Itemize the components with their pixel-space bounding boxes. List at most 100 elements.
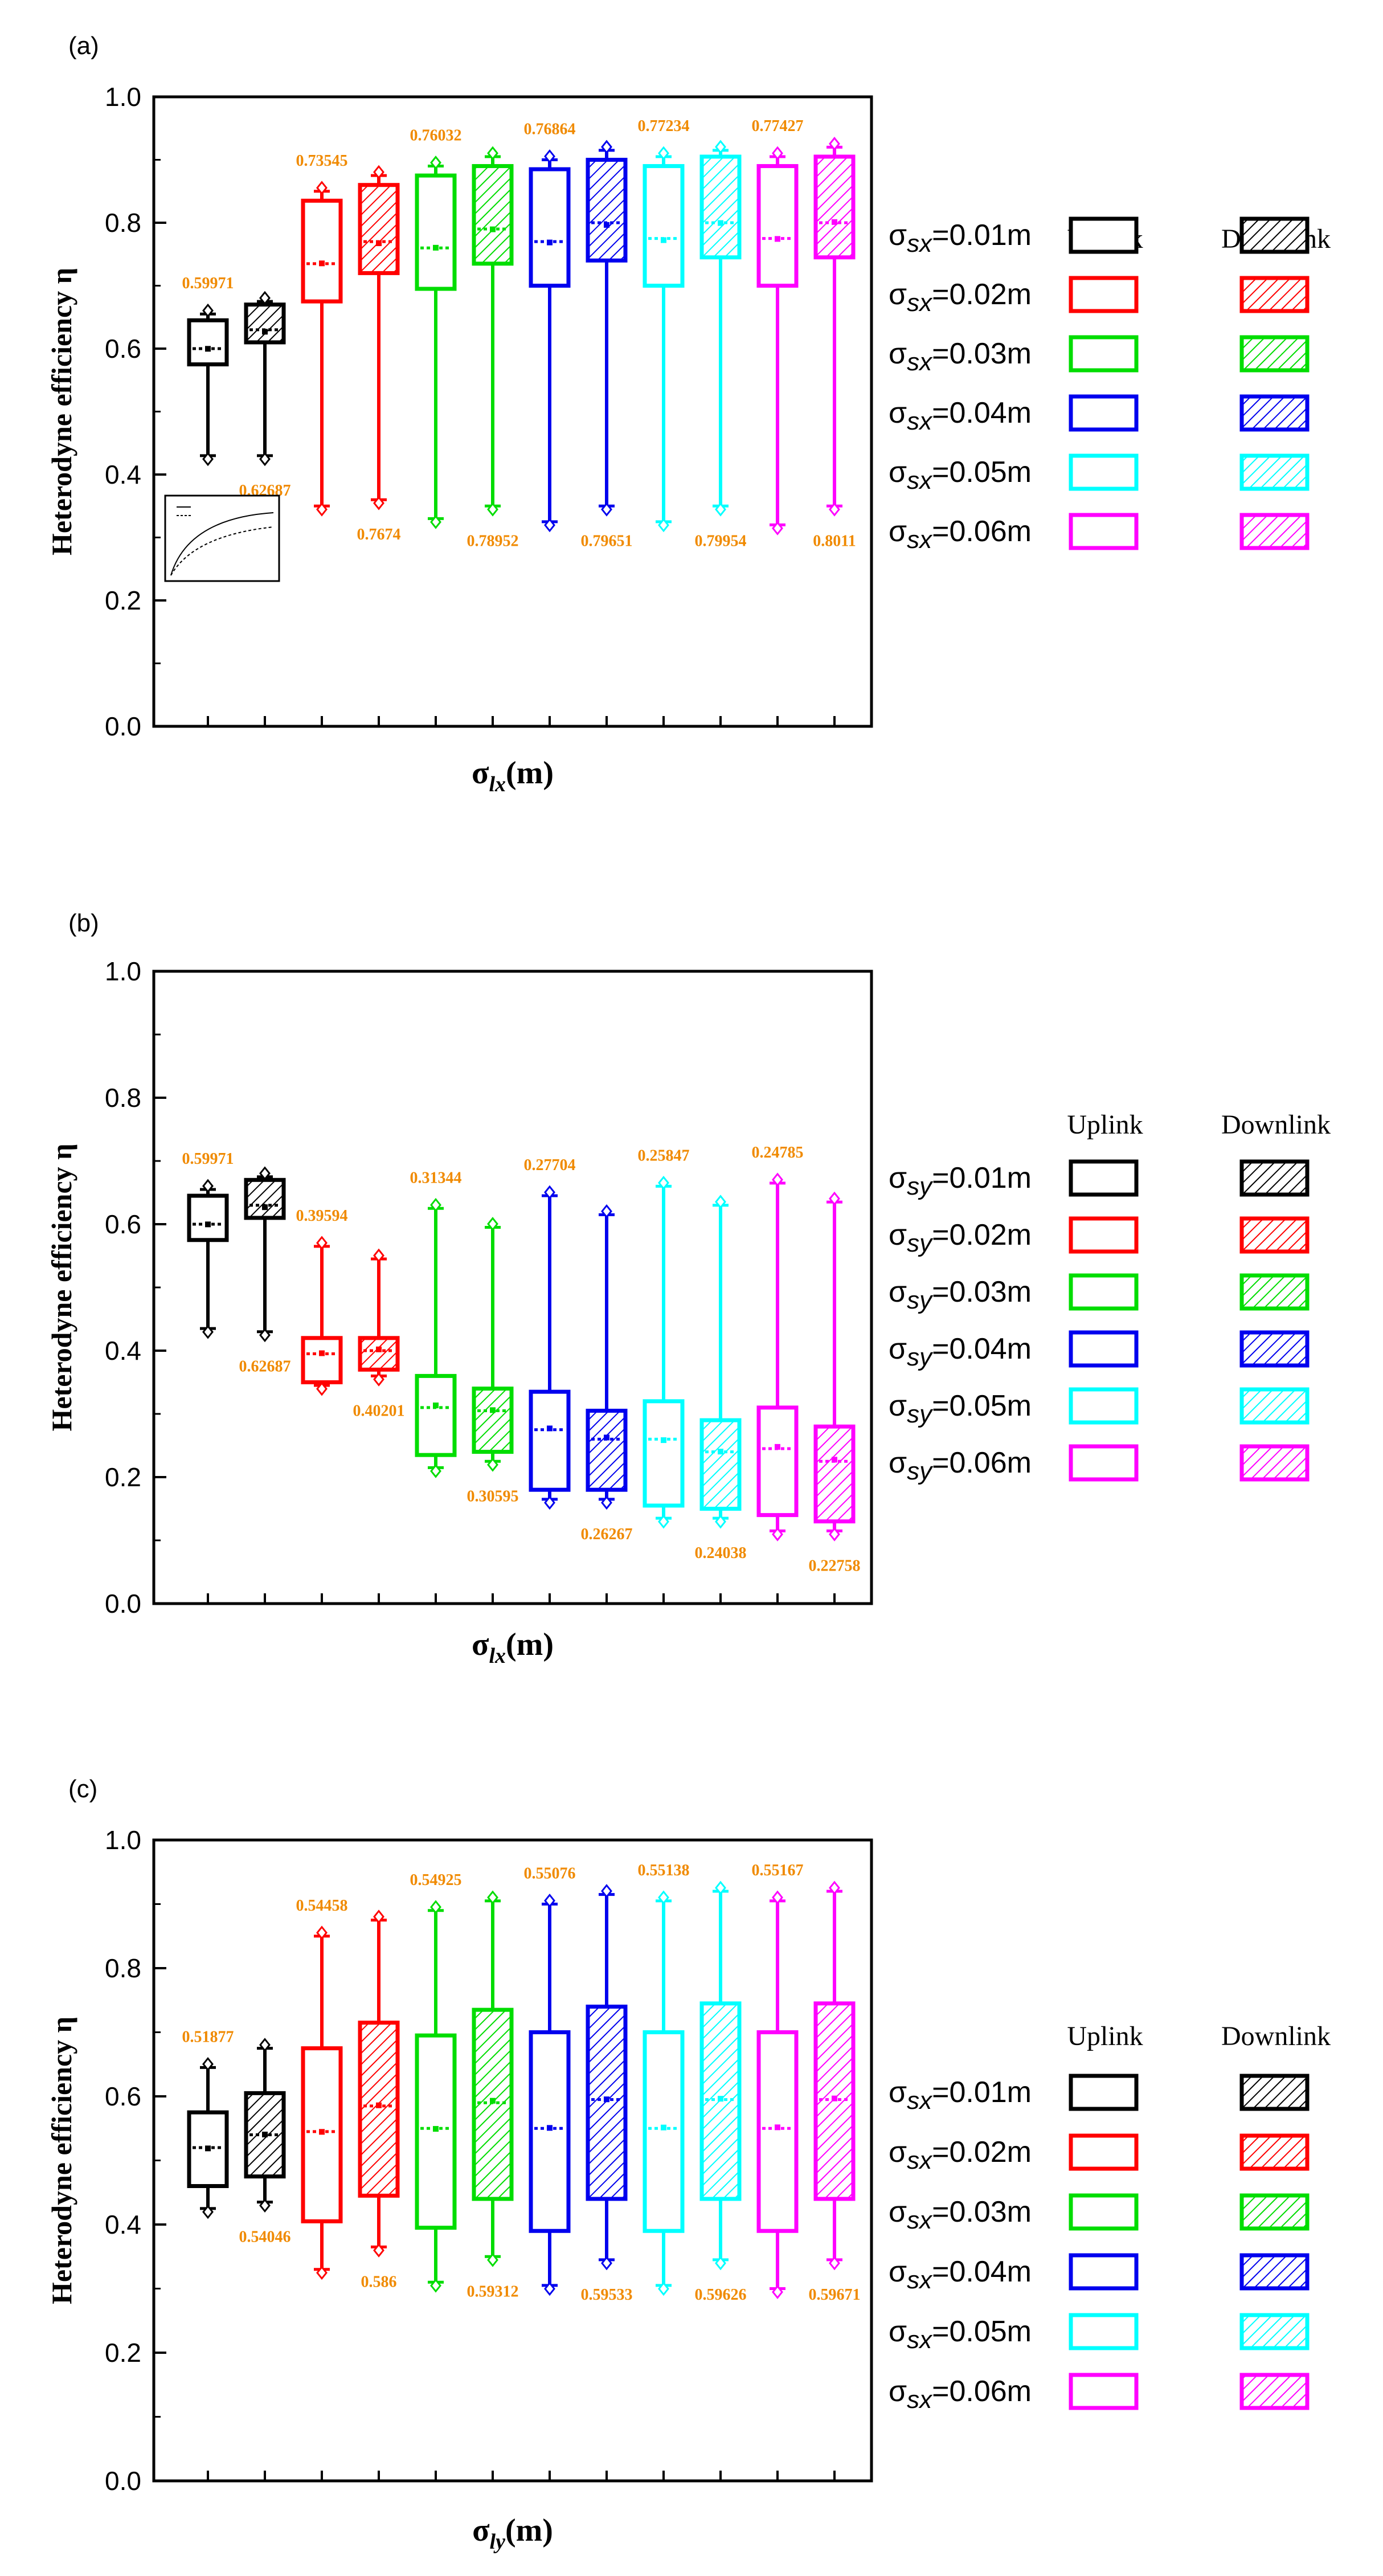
y-tick-label: 0.4 <box>105 460 141 489</box>
legend-row-1: σsy=0.02m <box>889 1216 1310 1257</box>
mean-value-label: 0.24785 <box>752 1144 804 1162</box>
extreme-marker <box>487 1457 498 1472</box>
mean-marker <box>205 1221 211 1228</box>
extreme-marker <box>544 1185 555 1200</box>
box-4: 0.31344 <box>410 1169 462 1478</box>
mean-marker <box>433 1403 439 1409</box>
extreme-marker <box>316 502 328 517</box>
mean-value-label: 0.76032 <box>410 127 462 145</box>
box-2: 0.73545 <box>296 152 348 517</box>
mean-value-label: 0.77234 <box>638 117 690 135</box>
mean-marker <box>718 1449 723 1455</box>
extreme-marker <box>772 1890 783 1905</box>
mean-marker <box>205 346 211 352</box>
legend-label: σsy=0.05m <box>889 1389 1032 1428</box>
legend-label: σsy=0.04m <box>889 1332 1032 1371</box>
extreme-marker <box>544 518 555 533</box>
mean-value-label: 0.59312 <box>467 2283 519 2300</box>
y-tick-label: 0.2 <box>105 2338 141 2368</box>
extreme-marker <box>316 1381 328 1396</box>
legend-swatch-uplink <box>1069 1387 1139 1425</box>
mean-marker <box>775 236 780 242</box>
mean-value-label: 0.59671 <box>809 2286 861 2304</box>
legend-row-2: σsx=0.03m <box>889 335 1310 376</box>
extreme-marker <box>601 1884 612 1899</box>
legend-row-3: σsx=0.04m <box>889 2253 1310 2294</box>
mean-value-label: 0.25847 <box>638 1147 690 1164</box>
extreme-marker <box>316 181 328 195</box>
mean-value-label: 0.31344 <box>410 1169 462 1187</box>
extreme-marker <box>829 136 840 151</box>
legend-row-4: σsx=0.05m <box>889 453 1310 494</box>
mean-marker <box>205 2145 211 2152</box>
panel-label: (b) <box>68 909 99 937</box>
box-body <box>643 164 685 288</box>
box-1: 0.62687 <box>239 1166 291 1376</box>
y-tick-label: 0.6 <box>105 2082 141 2111</box>
y-axis-label: Heterodyne efficiency η <box>46 1143 77 1431</box>
box-4: 0.76032 <box>410 127 462 529</box>
legend-swatch-downlink <box>1239 2253 1310 2291</box>
mean-value-label: 0.55167 <box>752 1862 804 1879</box>
legend-row-0: σsx=0.01m <box>889 216 1310 257</box>
extreme-marker <box>601 1495 612 1510</box>
extreme-marker <box>430 1197 441 1212</box>
legend-row-1: σsx=0.02m <box>889 276 1310 317</box>
mean-marker <box>718 2096 723 2102</box>
mean-value-label: 0.55076 <box>524 1865 576 1883</box>
y-tick-label: 0.6 <box>105 1209 141 1239</box>
y-tick-label: 1.0 <box>105 956 141 986</box>
y-tick-label: 0.4 <box>105 2210 141 2239</box>
legend-swatch-uplink <box>1069 1159 1139 1197</box>
extreme-marker <box>316 1925 328 1940</box>
mean-value-label: 0.76864 <box>524 121 576 138</box>
y-tick-label: 0.8 <box>105 1953 141 1983</box>
box-body <box>529 2030 571 2233</box>
legend-swatch-uplink <box>1069 394 1139 432</box>
mean-value-label: 0.77427 <box>752 117 804 135</box>
box-3: 0.586 <box>358 1909 400 2291</box>
extreme-marker <box>373 165 384 179</box>
box-9: 0.24038 <box>695 1195 747 1562</box>
mean-value-label: 0.39594 <box>296 1207 348 1225</box>
mean-value-label: 0.78952 <box>467 532 519 550</box>
legend-swatch-uplink <box>1069 2193 1139 2231</box>
extreme-marker <box>259 291 271 305</box>
x-axis-label: σlx(m) <box>472 1627 554 1668</box>
box-body <box>301 2046 343 2223</box>
legend-swatch-downlink <box>1239 394 1310 432</box>
box-6: 0.27704 <box>524 1156 576 1510</box>
mean-value-label: 0.51877 <box>182 2028 234 2046</box>
box-body <box>756 2030 799 2233</box>
extreme-marker <box>487 1890 498 1905</box>
extreme-marker <box>715 1514 726 1529</box>
mean-value-label: 0.59971 <box>182 1150 234 1168</box>
legend-swatch-downlink <box>1239 1387 1310 1425</box>
box-0: 0.51877 <box>182 2028 234 2219</box>
extreme-marker <box>601 140 612 154</box>
extreme-marker <box>487 1217 498 1231</box>
extreme-marker <box>658 2281 669 2296</box>
mean-value-label: 0.73545 <box>296 152 348 170</box>
legend-uplink-header: Uplink <box>1067 2021 1143 2051</box>
legend-swatch-downlink <box>1239 2074 1310 2111</box>
box-11: 0.8011 <box>813 136 856 550</box>
legend-row-1: σsx=0.02m <box>889 2133 1310 2174</box>
legend-swatch-downlink <box>1239 513 1310 550</box>
box-10: 0.55167 <box>752 1862 804 2299</box>
mean-value-label: 0.7674 <box>357 526 401 543</box>
extreme-marker <box>658 518 669 533</box>
panel-label: (a) <box>68 32 99 60</box>
extreme-marker <box>430 1900 441 1915</box>
mean-marker <box>262 1204 268 1211</box>
box-1: 0.62687 <box>239 291 291 500</box>
mean-value-label: 0.62687 <box>239 1358 291 1376</box>
legend-label: σsx=0.02m <box>889 2136 1032 2174</box>
box-10: 0.24785 <box>752 1144 804 1541</box>
extreme-marker <box>772 521 783 535</box>
legend-label: σsy=0.01m <box>889 1162 1032 1200</box>
mean-marker <box>433 244 439 251</box>
legend-row-3: σsy=0.04m <box>889 1330 1310 1371</box>
mean-marker <box>433 2126 439 2132</box>
